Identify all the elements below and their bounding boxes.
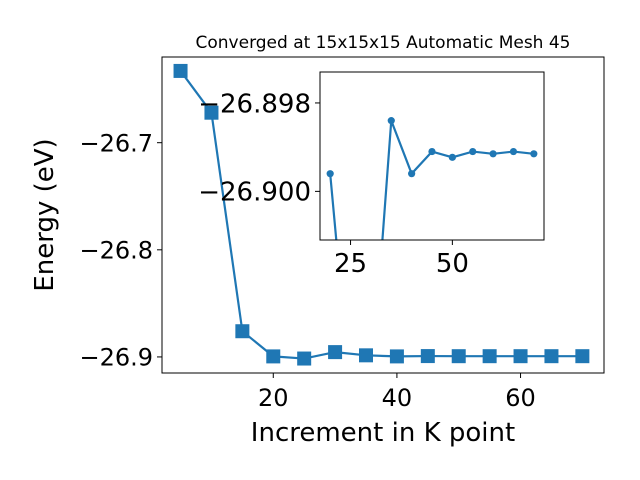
inset-plot-area [320,72,544,240]
inset-data-point [448,153,456,161]
main-data-point [204,105,219,120]
main-y-tick-label: −26.8 [79,236,153,264]
inset-data-point [469,147,477,156]
main-data-point [544,349,559,364]
main-x-tick-label: 20 [258,384,289,412]
inset-y-tick-label: −26.900 [198,178,311,208]
inset-x-tick-label: 25 [334,249,367,279]
inset-plot-frame [319,71,545,241]
x-axis-label: Increment in K point [251,418,515,448]
inset-data-point [387,117,395,125]
main-data-point [575,349,590,364]
inset-y-tick-label: −26.898 [198,89,311,119]
main-data-point [389,349,404,364]
main-data-point [482,349,497,364]
inset-data-point [428,147,436,156]
main-data-point [451,349,466,364]
inset-data-point [408,170,416,178]
chart-title: Converged at 15x15x15 Automatic Mesh 45 [196,33,571,53]
main-x-tick-label: 40 [382,384,413,412]
main-series-group [173,63,590,366]
inset-series-group [326,117,538,240]
inset-data-point [489,150,497,158]
inset-y-ticks: −26.900 −26.898 [198,89,320,208]
inset-plot: 25 50 −26.900 −26.898 [198,71,545,279]
inset-x-ticks: 25 50 [334,240,469,279]
main-y-ticks: −26.7 −26.8 −26.9 [79,129,162,372]
main-y-tick-label: −26.7 [79,129,153,157]
main-data-point [328,345,343,360]
main-x-tick-label: 60 [505,384,536,412]
inset-data-point [530,150,538,158]
main-data-point [420,349,435,364]
main-data-point [173,63,188,78]
y-axis-label: Energy (eV) [30,138,60,291]
inset-data-point [326,170,334,178]
main-plot-frame [161,56,605,374]
main-data-point [513,349,528,364]
main-data-point [359,348,373,363]
main-x-ticks: 20 40 60 [258,373,536,412]
inset-x-tick-label: 50 [436,249,469,279]
main-data-point [297,351,312,366]
main-y-tick-label: −26.9 [79,344,153,372]
inset-data-point [509,147,518,156]
main-data-point [266,349,281,364]
main-data-point [235,324,250,339]
